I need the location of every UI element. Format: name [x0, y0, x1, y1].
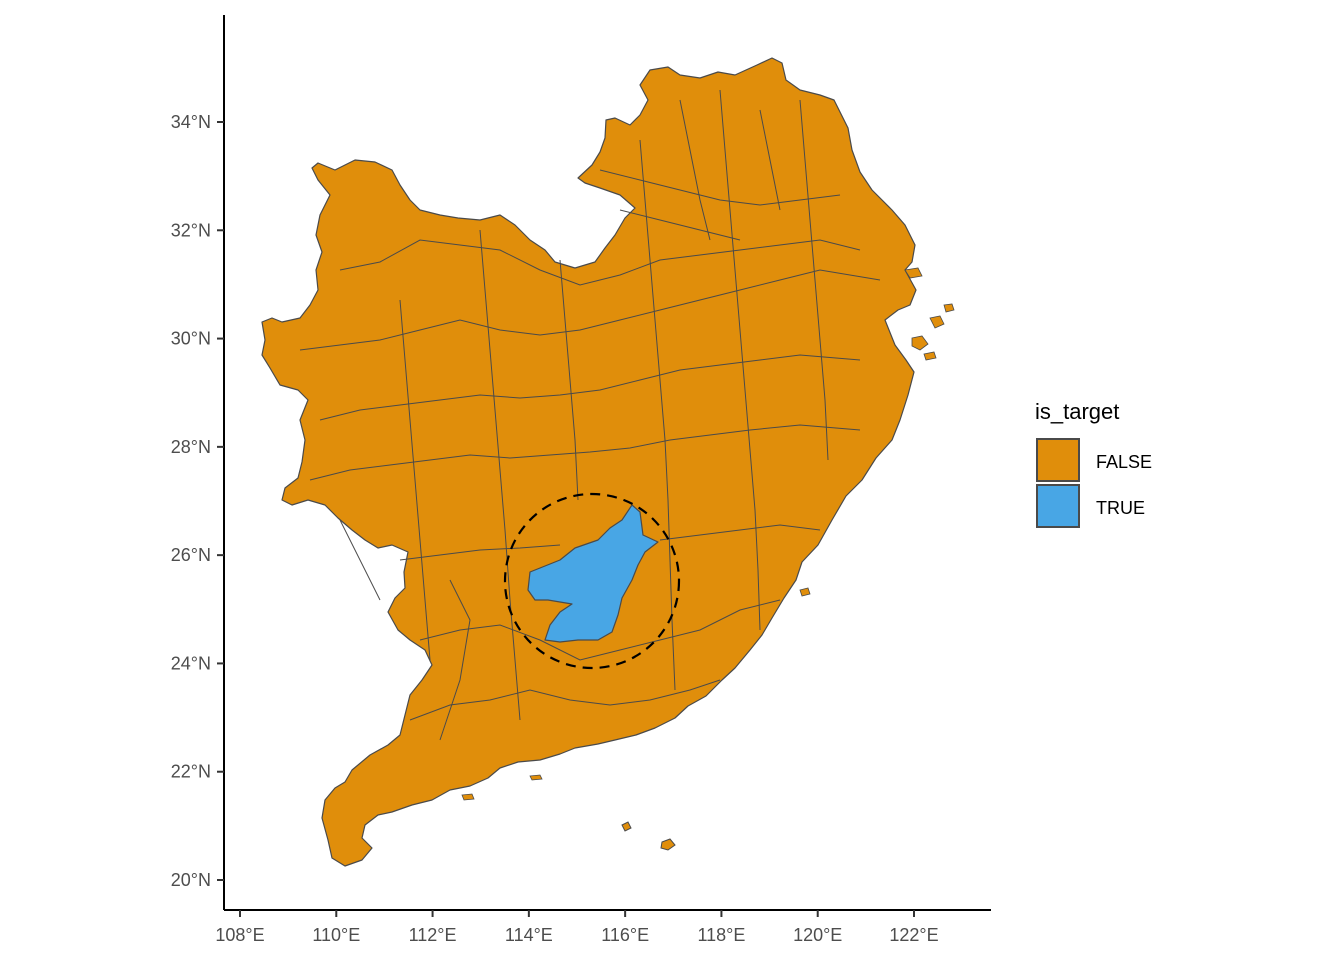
x-tick-label: 122°E — [889, 925, 938, 945]
x-axis-ticks: 108°E 110°E 112°E 114°E 116°E 118°E 120°E 122°E — [215, 910, 939, 945]
y-tick-label: 20°N — [171, 870, 211, 890]
region-false-landmass — [261, 57, 917, 867]
x-tick-label: 112°E — [409, 925, 457, 945]
highlight-circle — [503, 492, 681, 670]
legend-swatch-true — [1036, 484, 1080, 528]
legend-title: is_target — [1035, 399, 1119, 424]
y-tick-label: 30°N — [171, 329, 211, 349]
y-tick-label: 28°N — [171, 437, 211, 457]
legend-label-true: TRUE — [1096, 498, 1145, 518]
y-tick-label: 24°N — [171, 653, 211, 673]
x-tick-label: 114°E — [505, 925, 553, 945]
prefecture-boundaries — [299, 89, 881, 741]
y-axis-ticks: 20°N 22°N 24°N 26°N 28°N 30°N 32°N 34°N — [171, 112, 224, 890]
island-coast-7 — [461, 793, 475, 801]
x-tick-label: 108°E — [215, 925, 264, 945]
island-coast-3 — [943, 303, 955, 313]
legend-label-false: FALSE — [1096, 452, 1152, 472]
region-true-target — [527, 504, 659, 643]
map-regions — [261, 57, 955, 867]
y-tick-label: 34°N — [171, 112, 211, 132]
x-tick-label: 116°E — [601, 925, 649, 945]
island-coast-1 — [911, 335, 929, 351]
island-coast-4 — [923, 351, 937, 361]
island-coast-6 — [799, 587, 811, 597]
y-tick-label: 32°N — [171, 220, 211, 240]
legend: is_target FALSE TRUE — [1035, 399, 1152, 528]
legend-swatch-false — [1036, 438, 1080, 482]
island-coast-2 — [929, 315, 945, 329]
axes — [223, 15, 991, 911]
x-tick-label: 120°E — [793, 925, 842, 945]
island-coast-5 — [904, 267, 923, 279]
island-small-south — [621, 821, 632, 832]
y-tick-label: 22°N — [171, 762, 211, 782]
island-hainan-tip — [660, 838, 676, 851]
x-tick-label: 110°E — [312, 925, 360, 945]
x-tick-label: 118°E — [697, 925, 745, 945]
island-coast-8 — [529, 774, 543, 781]
y-tick-label: 26°N — [171, 545, 211, 565]
